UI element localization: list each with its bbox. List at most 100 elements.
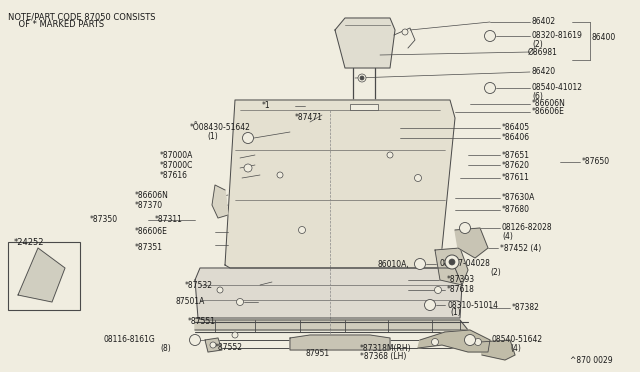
Polygon shape bbox=[205, 338, 222, 352]
Text: ^870 0029: ^870 0029 bbox=[570, 356, 612, 365]
Text: *87370: *87370 bbox=[135, 201, 163, 209]
Circle shape bbox=[442, 332, 448, 338]
Polygon shape bbox=[18, 248, 65, 302]
Text: *87650: *87650 bbox=[582, 157, 610, 167]
Circle shape bbox=[445, 255, 459, 269]
Text: 08127-04028: 08127-04028 bbox=[440, 260, 491, 269]
Text: *87630A: *87630A bbox=[502, 193, 536, 202]
Polygon shape bbox=[195, 268, 462, 318]
Text: *87382: *87382 bbox=[512, 304, 540, 312]
Polygon shape bbox=[290, 335, 390, 350]
Circle shape bbox=[424, 299, 435, 311]
Polygon shape bbox=[418, 330, 490, 352]
Text: *87471: *87471 bbox=[295, 113, 323, 122]
Text: *87318M(RH): *87318M(RH) bbox=[360, 343, 412, 353]
Text: Ø86981: Ø86981 bbox=[528, 48, 558, 57]
Text: 08310-51014: 08310-51014 bbox=[447, 301, 498, 310]
Text: *87611: *87611 bbox=[502, 173, 530, 183]
Text: *87551: *87551 bbox=[188, 317, 216, 327]
Circle shape bbox=[465, 334, 476, 346]
Text: (2): (2) bbox=[532, 39, 543, 48]
Circle shape bbox=[431, 339, 438, 346]
Text: *87351: *87351 bbox=[135, 244, 163, 253]
Circle shape bbox=[360, 76, 364, 80]
Text: *24252: *24252 bbox=[14, 238, 45, 247]
Text: B: B bbox=[463, 225, 467, 231]
Polygon shape bbox=[212, 185, 228, 218]
Circle shape bbox=[217, 287, 223, 293]
Circle shape bbox=[474, 339, 481, 346]
Text: *87311: *87311 bbox=[155, 215, 183, 224]
Circle shape bbox=[484, 83, 495, 93]
Text: NOTE/PART CODE 87050 CONSISTS: NOTE/PART CODE 87050 CONSISTS bbox=[8, 12, 156, 21]
Text: *87618: *87618 bbox=[447, 285, 475, 295]
Text: *87393: *87393 bbox=[447, 276, 475, 285]
Text: (4): (4) bbox=[510, 343, 521, 353]
Circle shape bbox=[189, 334, 200, 346]
Circle shape bbox=[244, 164, 252, 172]
Polygon shape bbox=[455, 228, 488, 258]
Text: 86420: 86420 bbox=[532, 67, 556, 77]
Circle shape bbox=[298, 227, 305, 234]
Circle shape bbox=[460, 222, 470, 234]
Circle shape bbox=[387, 152, 393, 158]
Bar bbox=[350, 104, 378, 110]
Circle shape bbox=[415, 259, 426, 269]
Polygon shape bbox=[435, 248, 468, 285]
Text: (1): (1) bbox=[450, 308, 461, 317]
Text: *87620: *87620 bbox=[502, 160, 530, 170]
Text: (4): (4) bbox=[502, 232, 513, 241]
Bar bbox=[8, 242, 80, 310]
Polygon shape bbox=[335, 18, 395, 68]
Text: OF * MARKED PARTS: OF * MARKED PARTS bbox=[8, 20, 104, 29]
Text: *87452 (4): *87452 (4) bbox=[500, 244, 541, 253]
Text: B: B bbox=[418, 262, 422, 266]
Text: (6): (6) bbox=[532, 92, 543, 100]
Text: 87501A: 87501A bbox=[175, 298, 204, 307]
Circle shape bbox=[449, 259, 455, 265]
Polygon shape bbox=[195, 318, 468, 330]
Circle shape bbox=[415, 174, 422, 182]
Text: (8): (8) bbox=[160, 343, 171, 353]
Text: *1: *1 bbox=[261, 102, 270, 110]
Text: *87680: *87680 bbox=[502, 205, 530, 215]
Text: 08116-8161G: 08116-8161G bbox=[103, 336, 155, 344]
Text: *87368 (LH): *87368 (LH) bbox=[360, 352, 406, 360]
Circle shape bbox=[435, 286, 442, 294]
Text: 86400: 86400 bbox=[592, 33, 616, 42]
Circle shape bbox=[484, 31, 495, 42]
Text: (1): (1) bbox=[207, 132, 218, 141]
Circle shape bbox=[358, 74, 366, 82]
Circle shape bbox=[402, 29, 408, 35]
Circle shape bbox=[277, 172, 283, 178]
Text: *86405: *86405 bbox=[502, 124, 530, 132]
Text: S: S bbox=[246, 135, 250, 141]
Text: 08540-41012: 08540-41012 bbox=[532, 83, 583, 93]
Text: *87552: *87552 bbox=[215, 343, 243, 353]
Circle shape bbox=[243, 132, 253, 144]
Polygon shape bbox=[225, 100, 455, 268]
Text: *87000A: *87000A bbox=[160, 151, 193, 160]
Text: *87532: *87532 bbox=[185, 280, 213, 289]
Circle shape bbox=[210, 342, 216, 348]
Text: *86606E: *86606E bbox=[135, 228, 168, 237]
Text: 87951: 87951 bbox=[306, 349, 330, 357]
Text: 08320-81619: 08320-81619 bbox=[532, 32, 583, 41]
Text: *87651: *87651 bbox=[502, 151, 530, 160]
Text: *86606N: *86606N bbox=[532, 99, 566, 109]
Text: 86402: 86402 bbox=[532, 17, 556, 26]
Text: S: S bbox=[488, 86, 492, 90]
Text: *86606N: *86606N bbox=[135, 190, 169, 199]
Text: *Õ08430-51642: *Õ08430-51642 bbox=[190, 124, 251, 132]
Circle shape bbox=[237, 298, 243, 305]
Circle shape bbox=[232, 332, 238, 338]
Polygon shape bbox=[480, 340, 515, 360]
Text: S: S bbox=[488, 33, 492, 38]
Text: 08126-82028: 08126-82028 bbox=[502, 224, 552, 232]
Text: 86010A,: 86010A, bbox=[378, 260, 410, 269]
Text: *87616: *87616 bbox=[160, 170, 188, 180]
Text: *86406: *86406 bbox=[502, 134, 530, 142]
Text: 08540-51642: 08540-51642 bbox=[492, 336, 543, 344]
Text: *87350: *87350 bbox=[90, 215, 118, 224]
Text: B: B bbox=[193, 337, 197, 343]
